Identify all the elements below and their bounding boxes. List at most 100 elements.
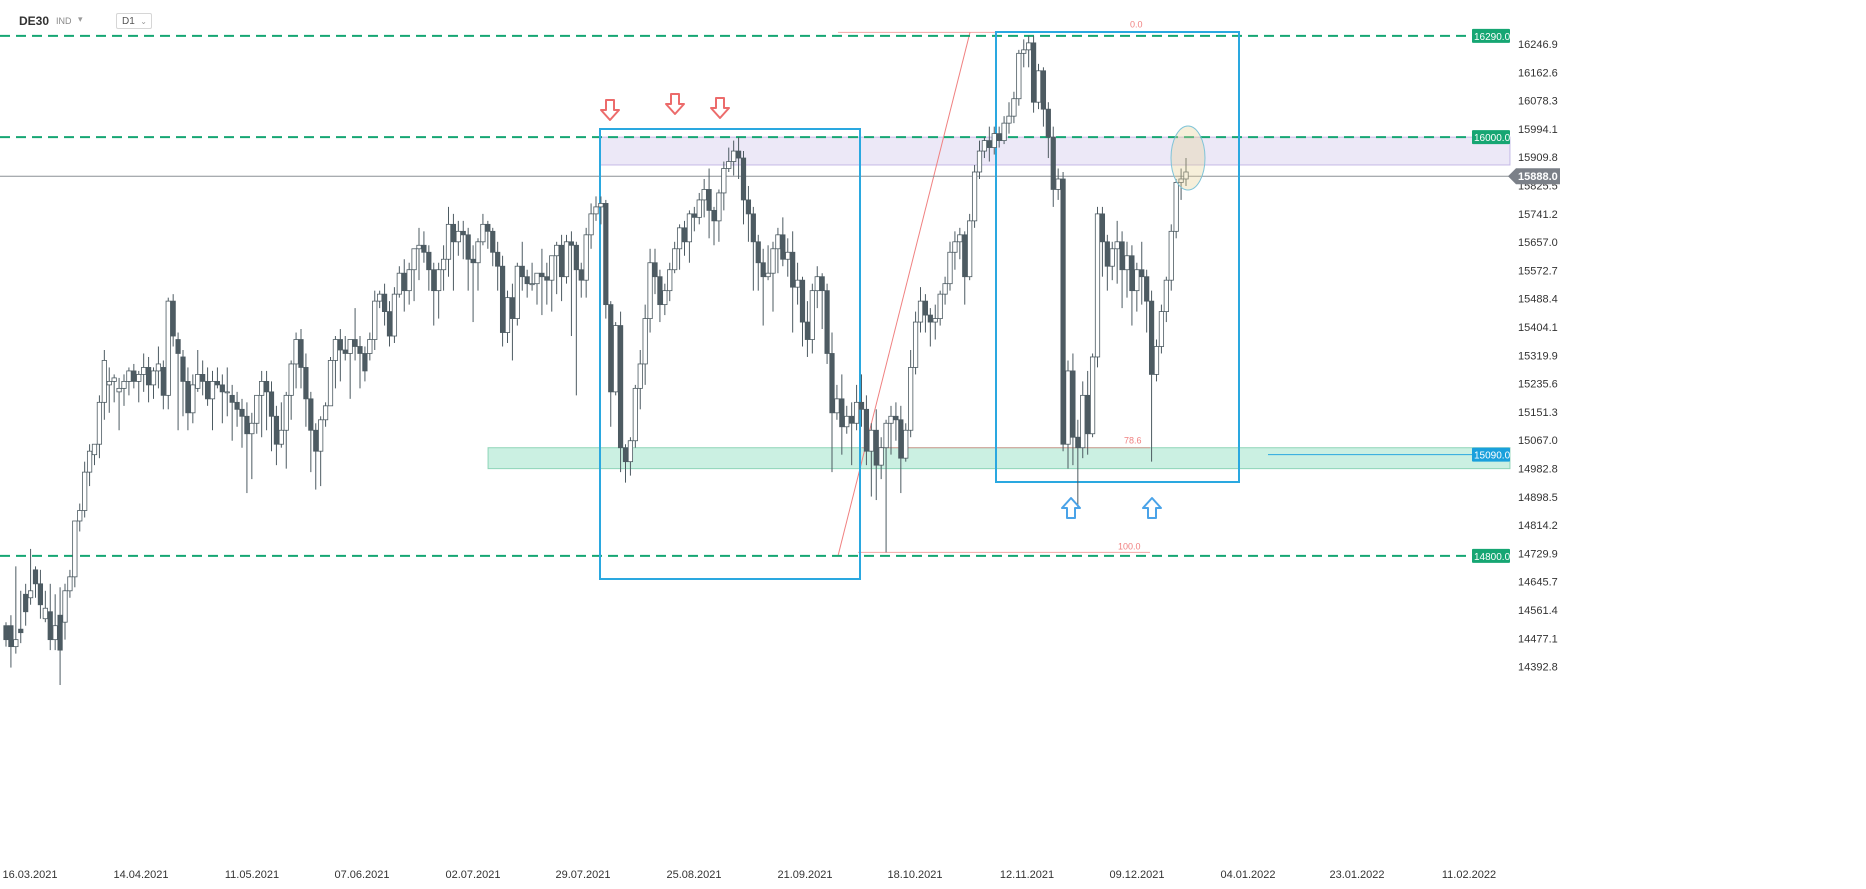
candle[interactable] (303, 367, 309, 400)
candle[interactable] (23, 593, 29, 613)
candle[interactable] (1030, 42, 1037, 103)
candle[interactable] (824, 290, 830, 354)
candle[interactable] (470, 258, 476, 264)
candle[interactable] (524, 276, 530, 285)
candle[interactable] (8, 625, 14, 648)
candle[interactable] (77, 510, 83, 522)
candle[interactable] (1099, 213, 1106, 243)
candle[interactable] (214, 380, 221, 386)
candle[interactable] (495, 251, 501, 267)
candle[interactable] (1050, 136, 1056, 190)
candle[interactable] (519, 265, 525, 278)
candle[interactable] (750, 213, 756, 243)
candle[interactable] (190, 384, 196, 414)
candle[interactable] (3, 625, 9, 641)
candle[interactable] (195, 374, 201, 389)
candle[interactable] (141, 367, 147, 375)
candle[interactable] (627, 440, 634, 463)
candle[interactable] (647, 262, 653, 319)
candle[interactable] (745, 199, 752, 215)
candle[interactable] (431, 269, 437, 292)
candle[interactable] (421, 244, 427, 253)
candle[interactable] (554, 244, 560, 257)
symbol-label[interactable]: DE30 (19, 14, 50, 28)
candle[interactable] (1124, 255, 1130, 271)
candle[interactable] (908, 367, 914, 431)
candle[interactable] (283, 394, 289, 431)
candle[interactable] (849, 415, 855, 424)
candle[interactable] (165, 300, 171, 396)
candle[interactable] (209, 380, 216, 400)
candle[interactable] (37, 583, 44, 606)
candle[interactable] (839, 398, 845, 428)
candle[interactable] (332, 339, 339, 361)
candle[interactable] (357, 346, 363, 354)
candle[interactable] (1153, 346, 1160, 375)
candle[interactable] (790, 251, 796, 288)
candle[interactable] (1089, 356, 1096, 435)
candle[interactable] (883, 422, 889, 449)
candle[interactable] (912, 321, 919, 368)
candle[interactable] (785, 251, 791, 260)
candle[interactable] (455, 230, 461, 243)
candle[interactable] (952, 241, 958, 253)
candle[interactable] (72, 520, 78, 578)
candle[interactable] (86, 450, 93, 473)
candle[interactable] (721, 168, 727, 194)
candle[interactable] (947, 251, 953, 285)
candle[interactable] (1139, 269, 1145, 278)
candle[interactable] (598, 203, 604, 208)
candle[interactable] (534, 272, 540, 285)
candle[interactable] (1109, 248, 1115, 267)
candle[interactable] (1163, 279, 1169, 312)
candle[interactable] (445, 223, 452, 260)
candle[interactable] (327, 360, 334, 407)
candle[interactable] (101, 360, 107, 403)
candle[interactable] (1055, 178, 1061, 190)
candle[interactable] (313, 429, 319, 452)
candle[interactable] (691, 213, 697, 218)
candle[interactable] (819, 276, 825, 292)
candle[interactable] (411, 248, 417, 271)
candle[interactable] (794, 279, 801, 288)
candle[interactable] (259, 380, 265, 396)
candle[interactable] (986, 140, 992, 148)
candle[interactable] (263, 380, 270, 393)
candle[interactable] (450, 223, 457, 243)
candle[interactable] (67, 576, 73, 592)
candle[interactable] (1035, 70, 1042, 103)
candle[interactable] (347, 339, 353, 354)
candle[interactable] (47, 611, 53, 641)
candle[interactable] (145, 367, 152, 386)
candle[interactable] (18, 628, 24, 634)
candle[interactable] (755, 241, 761, 264)
candle[interactable] (155, 363, 162, 372)
candle[interactable] (62, 590, 68, 623)
candle[interactable] (342, 349, 348, 354)
candle[interactable] (1129, 255, 1135, 292)
candle[interactable] (657, 276, 663, 306)
candle[interactable] (544, 276, 550, 281)
candle[interactable] (637, 363, 643, 389)
candle[interactable] (1085, 394, 1091, 435)
candle[interactable] (735, 150, 742, 159)
candle[interactable] (465, 234, 471, 260)
candle[interactable] (1045, 108, 1051, 138)
candle[interactable] (863, 408, 870, 452)
candle[interactable] (676, 227, 683, 250)
candle[interactable] (1144, 276, 1150, 302)
candle[interactable] (1168, 230, 1174, 281)
candle[interactable] (667, 269, 673, 292)
candle[interactable] (1006, 115, 1012, 124)
candle[interactable] (578, 269, 584, 281)
candle[interactable] (509, 297, 516, 319)
candle[interactable] (396, 272, 402, 295)
candle[interactable] (337, 339, 343, 351)
candle[interactable] (632, 387, 638, 442)
candle[interactable] (485, 223, 491, 232)
candle[interactable] (976, 150, 983, 173)
candle[interactable] (185, 380, 191, 414)
candle[interactable] (873, 429, 879, 466)
candle[interactable] (160, 367, 166, 396)
